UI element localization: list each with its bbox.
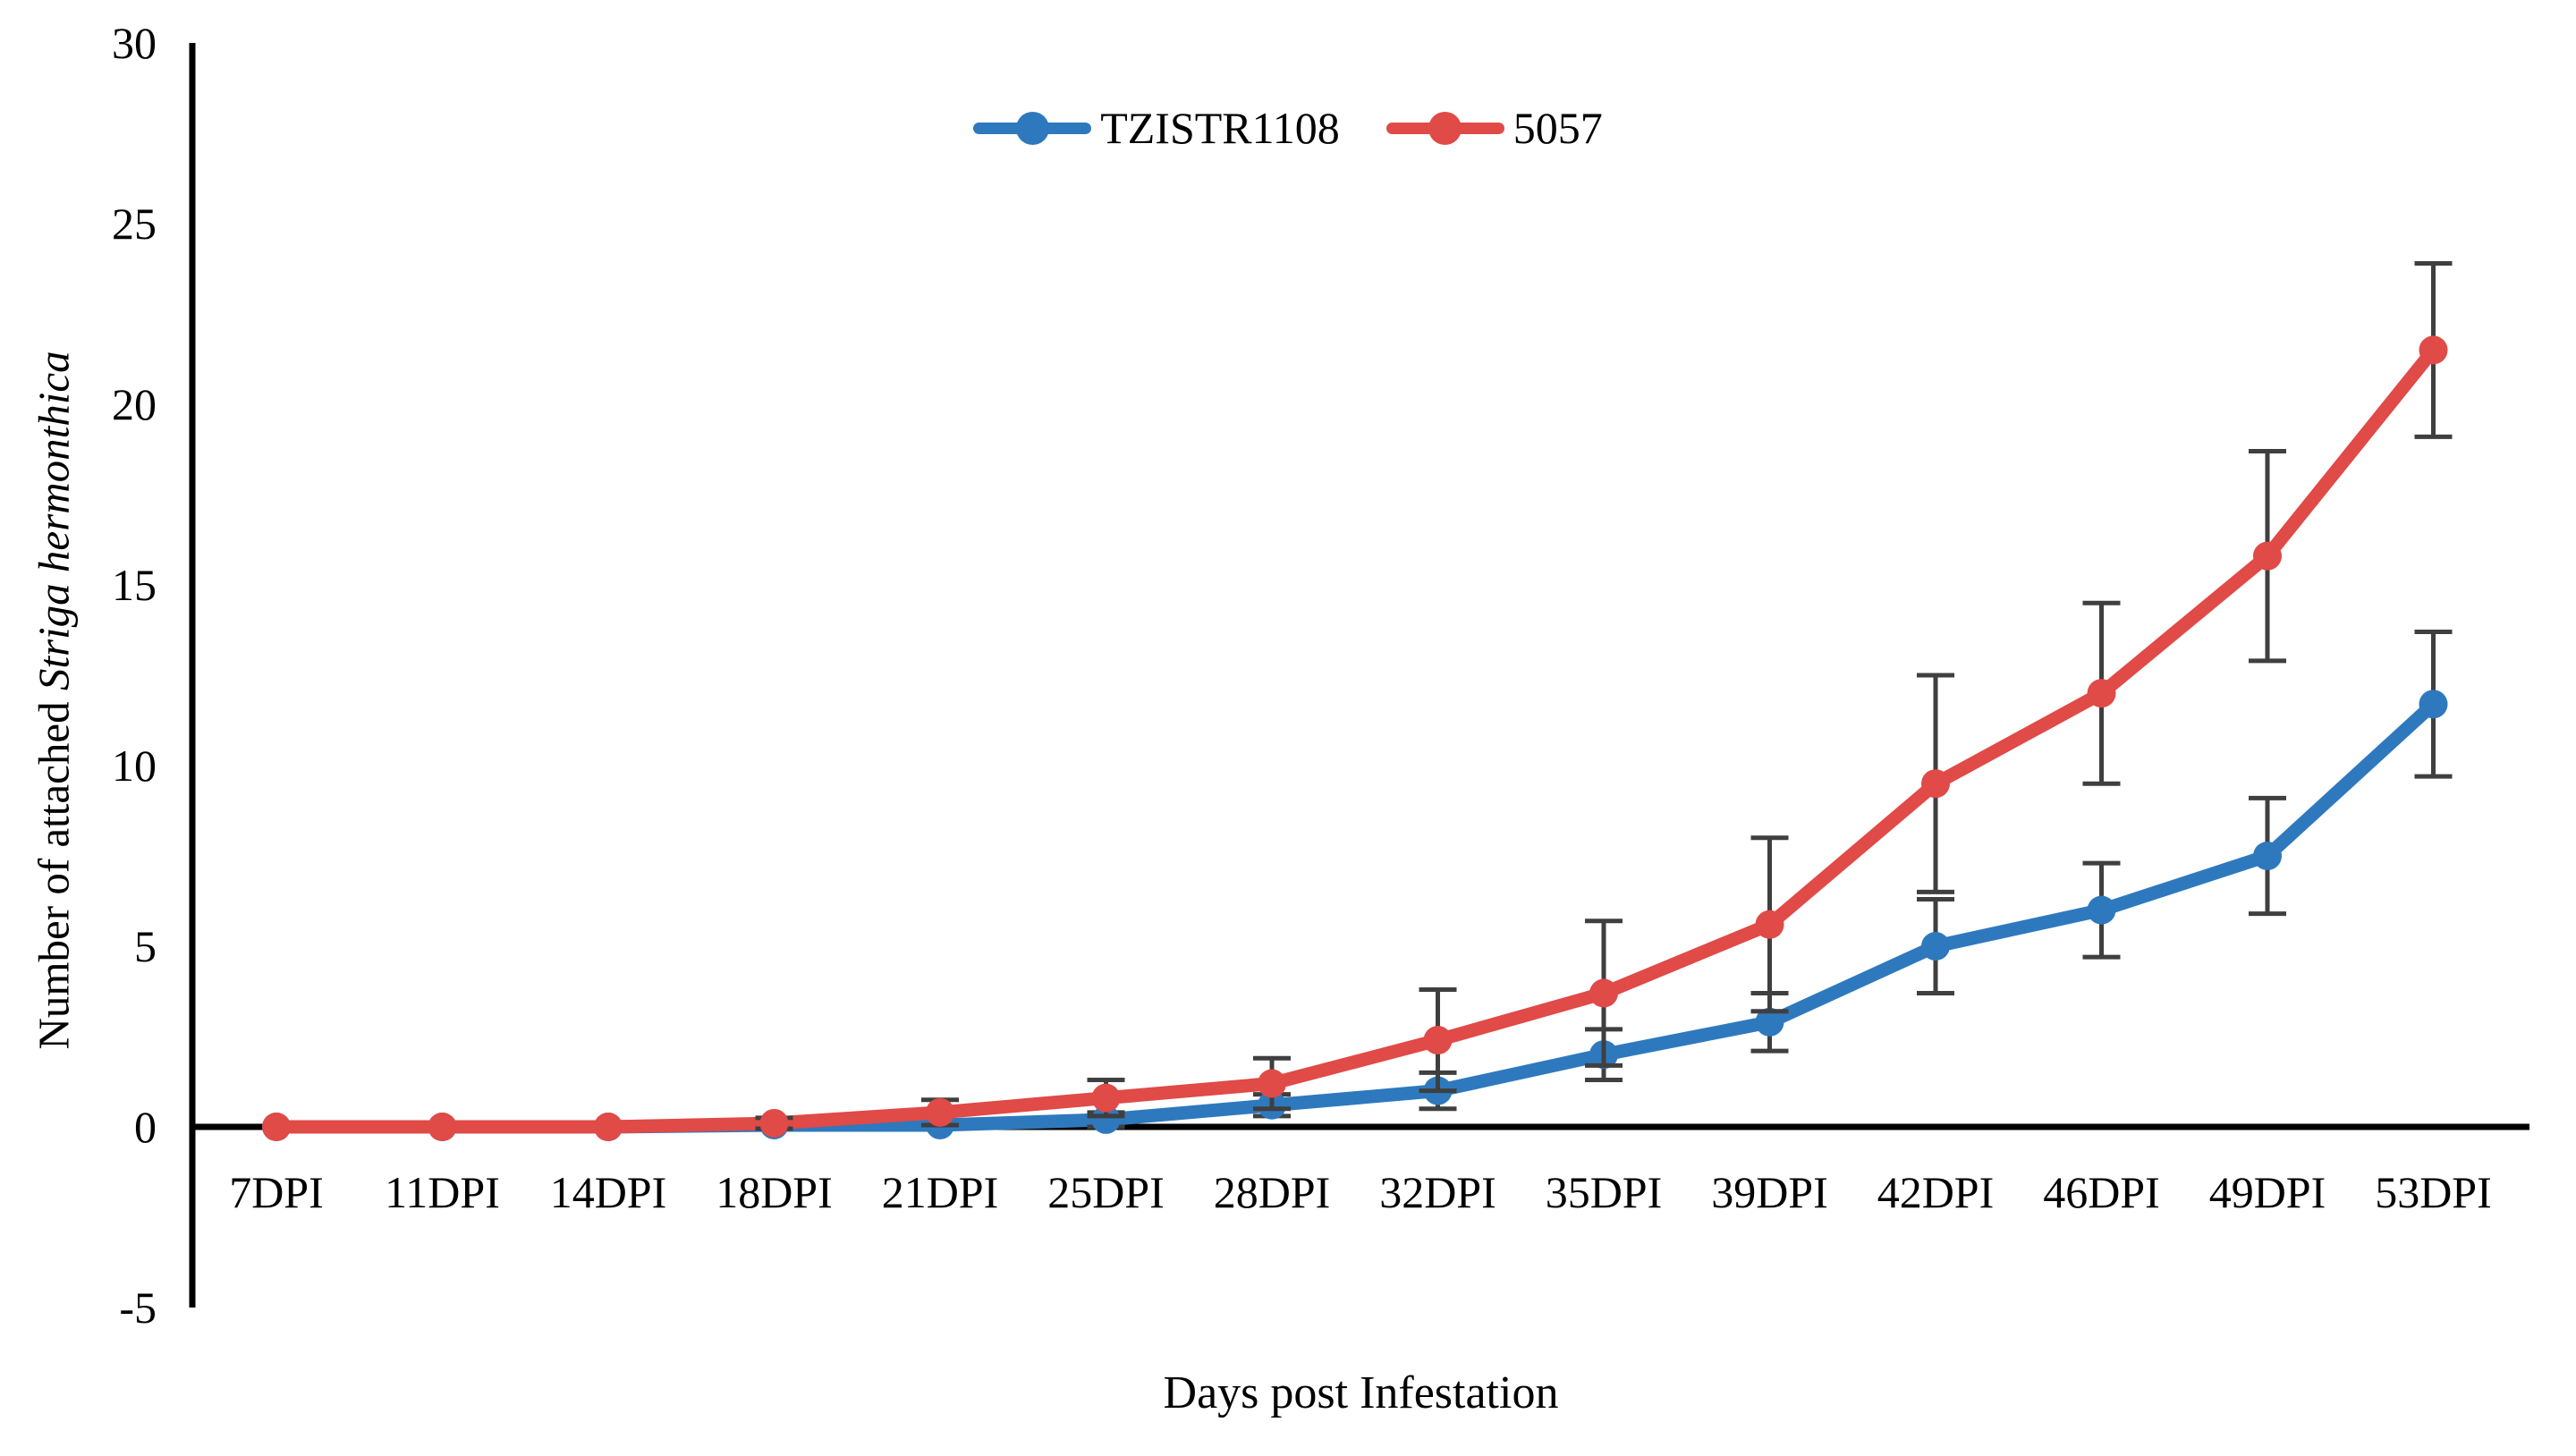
data-point [1091, 1083, 1121, 1113]
data-point [1423, 1026, 1453, 1055]
x-tick-label: 53DPI [2375, 1167, 2492, 1217]
x-axis-title: Days post Infestation [1163, 1367, 1559, 1418]
x-tick-label: 14DPI [550, 1167, 667, 1217]
data-point [428, 1113, 457, 1141]
data-point [1258, 1069, 1286, 1098]
x-tick-label: 18DPI [716, 1167, 833, 1217]
x-tick-label: 46DPI [2043, 1167, 2160, 1217]
data-point [1921, 932, 1950, 961]
series-5057 [262, 260, 2453, 1141]
data-point [2419, 335, 2448, 365]
y-tick-label: 20 [112, 379, 157, 429]
data-point [926, 1097, 954, 1127]
data-point [1921, 769, 1950, 799]
x-tick-label: 35DPI [1546, 1167, 1663, 1217]
x-tick-label: 11DPI [385, 1167, 500, 1217]
data-point [1755, 910, 1784, 939]
y-tick-label: 0 [134, 1102, 157, 1152]
data-point [594, 1113, 623, 1141]
y-tick-label: 5 [134, 921, 157, 971]
data-point [262, 1113, 291, 1141]
data-point [1091, 1105, 1121, 1134]
x-tick-label: 7DPI [229, 1167, 324, 1217]
y-tick-label: 15 [112, 560, 157, 610]
data-point [1589, 978, 1618, 1008]
x-tick-label: 42DPI [1877, 1167, 1995, 1217]
x-tick-label: 21DPI [882, 1167, 999, 1217]
x-tick-label: 28DPI [1214, 1167, 1331, 1217]
y-tick-label: 30 [112, 18, 157, 68]
data-point [2087, 679, 2116, 708]
series-line [269, 343, 2440, 1134]
data-point [1755, 1007, 1784, 1037]
y-tick-label: 25 [112, 199, 157, 249]
y-tick-label: 10 [112, 741, 157, 791]
y-axis-title: Number of attached Striga hermonthica [29, 351, 80, 1050]
x-tick-label: 49DPI [2209, 1167, 2326, 1217]
data-point [759, 1108, 789, 1138]
y-axis-title-regular: Number of attached [29, 701, 79, 1050]
data-point [2419, 690, 2448, 719]
x-tick-label: 39DPI [1711, 1167, 1828, 1217]
data-point [2253, 541, 2282, 571]
x-tick-label: 32DPI [1379, 1167, 1496, 1217]
x-tick-label: 25DPI [1047, 1167, 1165, 1217]
data-point [2253, 842, 2282, 870]
data-point [2087, 895, 2116, 925]
y-tick-label: -5 [119, 1282, 157, 1333]
y-axis-title-italic: Striga hermonthica [29, 351, 79, 691]
